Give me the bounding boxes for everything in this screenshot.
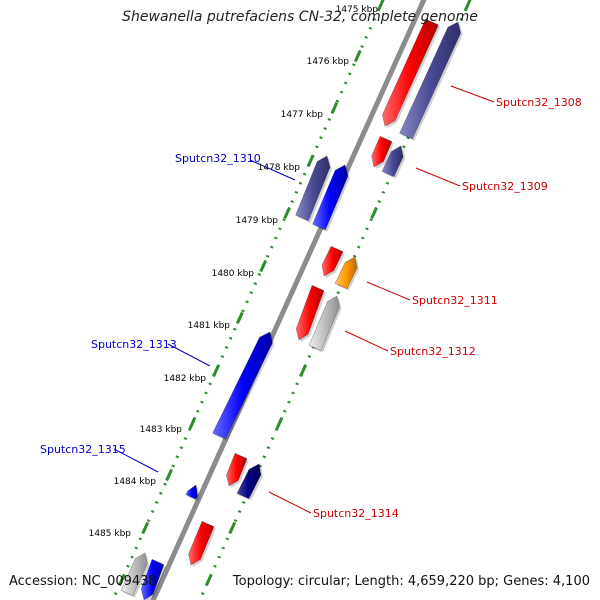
genome-backbone	[150, 0, 427, 600]
tick-marks	[117, 0, 472, 587]
tick-dash	[463, 0, 472, 12]
leader-1308	[450, 85, 495, 103]
genome-title: Shewanella putrefaciens CN-32, complete …	[122, 9, 478, 25]
tick-label: 1483 kbp	[140, 425, 183, 435]
gene-arrow-1310-slate[interactable]	[295, 155, 331, 222]
gene-label-sputcn32-1313[interactable]: Sputcn32_1313	[91, 338, 177, 351]
tick-label: 1477 kbp	[281, 110, 324, 120]
topology-text: Topology: circular; Length: 4,659,220 bp…	[232, 574, 590, 589]
tick-label: 1481 kbp	[188, 321, 231, 331]
tick-label: 1480 kbp	[212, 269, 255, 279]
tick-label: 1478 kbp	[258, 163, 301, 173]
tick-dash	[141, 521, 150, 535]
gene-arrow-1313-blue[interactable]	[212, 331, 273, 440]
accession-text: Accession: NC_009438	[9, 574, 157, 589]
tick-dash	[212, 364, 220, 378]
gene-arrow-bottom-blue[interactable]	[140, 558, 165, 600]
gene-arrow-1311-orange[interactable]	[334, 256, 358, 290]
tick-dash	[353, 49, 362, 63]
tick-dash	[228, 521, 237, 535]
tick-dash	[370, 206, 378, 220]
tick-dash	[376, 0, 385, 12]
gene-arrow-1314-red[interactable]	[226, 452, 248, 487]
leader-1309	[415, 167, 461, 187]
gene-arrow-lower-red[interactable]	[188, 520, 215, 566]
gene-label-sputcn32-1309[interactable]: Sputcn32_1309	[462, 180, 548, 193]
gene-label-sputcn32-1310[interactable]: Sputcn32_1310	[175, 152, 261, 165]
gene-label-sputcn32-1315[interactable]: Sputcn32_1315	[40, 443, 126, 456]
gene-arrow-1309-red[interactable]	[371, 135, 393, 168]
gene-arrow-bottom-grey[interactable]	[120, 552, 148, 597]
tick-label: 1484 kbp	[114, 477, 157, 487]
tick-dash	[235, 311, 244, 325]
gene-arrow-1312-red[interactable]	[295, 284, 325, 341]
tick-dash	[275, 416, 284, 430]
gene-arrow-1311-red[interactable]	[321, 245, 344, 277]
gene-label-sputcn32-1314[interactable]: Sputcn32_1314	[313, 507, 399, 520]
tick-label: 1485 kbp	[89, 529, 132, 539]
tick-dash	[283, 206, 291, 220]
gene-label-sputcn32-1311[interactable]: Sputcn32_1311	[412, 294, 498, 307]
leader-1312	[344, 330, 389, 352]
tick-dash	[165, 468, 173, 482]
gene-arrow-1309-slate[interactable]	[381, 145, 404, 178]
gene-label-sputcn32-1312[interactable]: Sputcn32_1312	[390, 345, 476, 358]
gene-arrow-1314-navy[interactable]	[236, 463, 262, 500]
tick-label: 1476 kbp	[307, 57, 350, 67]
gene-labels: Sputcn32_1308 Sputcn32_1309 Sputcn32_131…	[40, 96, 582, 520]
tick-dash	[330, 101, 339, 115]
tick-dash	[306, 154, 315, 168]
tick-dash	[204, 573, 213, 587]
gene-arrow-1315-blue[interactable]	[185, 484, 198, 500]
label-leaders	[113, 85, 495, 514]
tick-dash	[117, 573, 126, 587]
leader-1315	[113, 448, 159, 473]
leader-1311	[366, 281, 411, 301]
tick-dash	[188, 416, 197, 430]
leader-1310	[249, 159, 296, 181]
inner-tick-rail	[111, 0, 385, 600]
gene-features	[120, 18, 463, 600]
tick-label: 1482 kbp	[164, 374, 207, 384]
tick-dash	[299, 364, 307, 378]
leader-1314	[268, 491, 312, 514]
gene-arrow-1310-blue[interactable]	[312, 164, 349, 231]
gene-arrow-1308-red[interactable]	[382, 18, 439, 127]
tick-labels: 1475 kbp 1476 kbp 1477 kbp 1478 kbp 1479…	[89, 5, 379, 539]
tick-dash	[259, 259, 268, 273]
leader-1313	[167, 343, 211, 367]
gene-arrow-1308-slate[interactable]	[399, 21, 461, 140]
tick-label: 1479 kbp	[236, 216, 279, 226]
gene-arrow-1312-grey[interactable]	[308, 295, 340, 352]
gene-label-sputcn32-1308[interactable]: Sputcn32_1308	[496, 96, 582, 109]
tick-label: 1475 kbp	[336, 5, 379, 15]
